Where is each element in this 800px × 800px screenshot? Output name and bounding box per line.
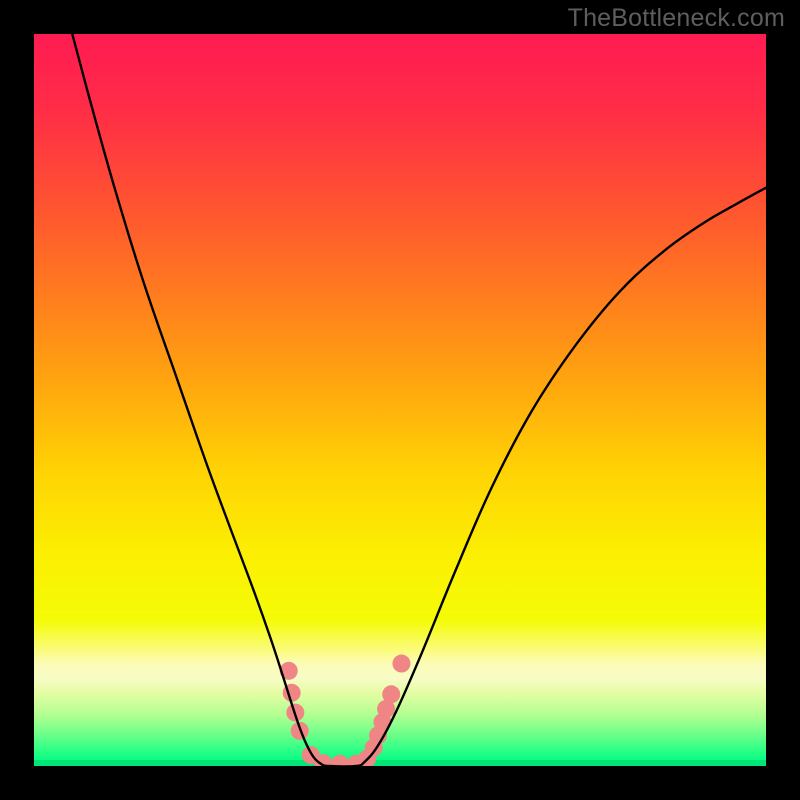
marker-dot	[392, 655, 410, 673]
bottleneck-curve-chart	[0, 0, 800, 800]
chart-container: { "canvas": { "width": 800, "height": 80…	[0, 0, 800, 800]
marker-dot	[382, 685, 400, 703]
watermark-text: TheBottleneck.com	[568, 4, 785, 33]
marker-dot	[314, 754, 332, 772]
marker-dot	[331, 755, 349, 773]
bottom-strip	[34, 760, 766, 766]
